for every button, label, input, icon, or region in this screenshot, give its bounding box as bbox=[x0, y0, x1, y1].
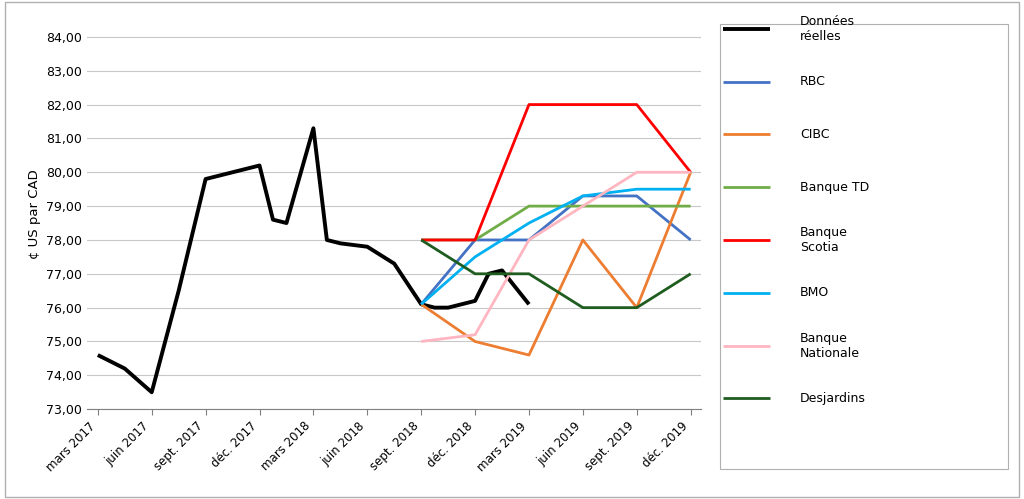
Text: RBC: RBC bbox=[800, 75, 825, 88]
Y-axis label: ¢ US par CAD: ¢ US par CAD bbox=[28, 170, 41, 259]
Text: CIBC: CIBC bbox=[800, 128, 829, 141]
Text: Banque
Nationale: Banque Nationale bbox=[800, 331, 860, 359]
Text: BMO: BMO bbox=[800, 286, 829, 299]
Text: Banque TD: Banque TD bbox=[800, 181, 869, 194]
Text: Banque
Scotia: Banque Scotia bbox=[800, 226, 848, 254]
Text: Desjardins: Desjardins bbox=[800, 392, 866, 405]
Text: Données
réelles: Données réelles bbox=[800, 15, 855, 43]
